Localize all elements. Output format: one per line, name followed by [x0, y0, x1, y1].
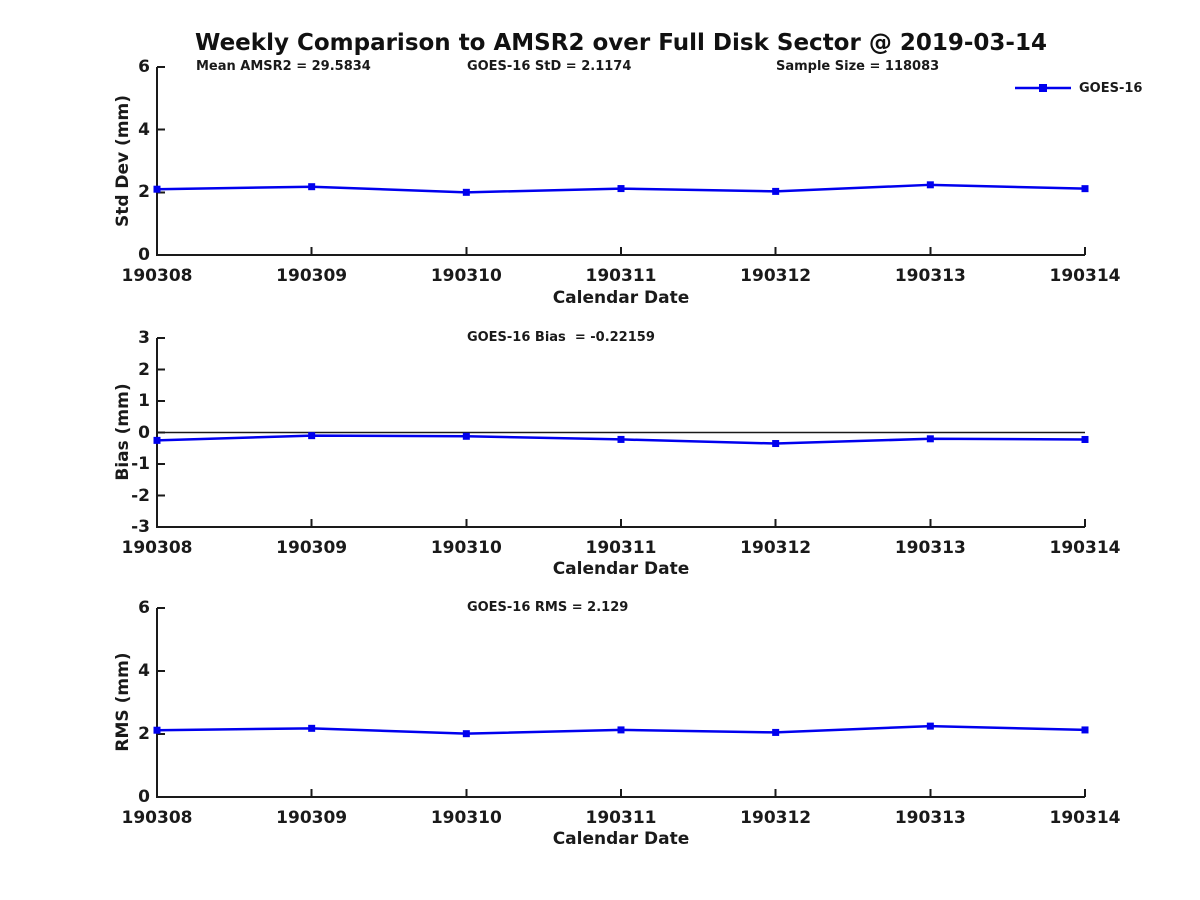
- data-point-marker: [926, 722, 934, 730]
- x-axis-tick-label: 190313: [894, 808, 966, 828]
- x-axis-tick-label: 190311: [585, 538, 657, 558]
- x-axis-tick-label: 190309: [276, 808, 348, 828]
- figure-title: Weekly Comparison to AMSR2 over Full Dis…: [195, 30, 1047, 56]
- y-axis-tick-label: -3: [131, 517, 150, 537]
- x-axis-label-plot2: Calendar Date: [552, 559, 690, 579]
- x-axis-tick-label: 190310: [430, 808, 502, 828]
- x-axis-tick-label: 190310: [430, 266, 502, 286]
- data-point-marker: [772, 728, 780, 736]
- x-axis-tick-label: 190312: [740, 538, 812, 558]
- data-point-marker: [772, 440, 780, 448]
- y-axis-tick-label: 0: [138, 422, 150, 443]
- data-point-marker: [308, 183, 316, 191]
- y-axis-tick-label: 0: [138, 787, 150, 807]
- data-point-marker: [617, 435, 625, 443]
- x-axis-tick-label: 190312: [740, 808, 812, 828]
- x-axis-tick-label: 190308: [121, 538, 193, 558]
- data-point-marker: [308, 724, 316, 732]
- y-axis-tick-label: 3: [138, 328, 150, 348]
- annotation-text: Sample Size = 118083: [775, 59, 940, 74]
- x-axis-tick-label: 190314: [1049, 266, 1121, 286]
- data-point-marker: [462, 432, 470, 440]
- x-axis-tick-label: 190310: [430, 538, 502, 558]
- x-axis-tick-label: 190313: [894, 266, 966, 286]
- x-axis-tick-label: 190311: [585, 808, 657, 828]
- x-axis-tick-label: 190309: [276, 538, 348, 558]
- data-point-marker: [617, 185, 625, 193]
- x-axis-label-plot3: Calendar Date: [552, 829, 690, 849]
- data-point-marker: [1081, 435, 1089, 443]
- data-point-marker: [617, 726, 625, 734]
- legend-label: GOES-16: [1079, 80, 1143, 96]
- y-axis-tick-label: 2: [138, 182, 150, 203]
- x-axis-tick-label: 190308: [121, 808, 193, 828]
- data-point-marker: [462, 188, 470, 196]
- annotation-text: GOES-16 RMS = 2.129: [466, 600, 629, 615]
- data-point-marker: [1081, 726, 1089, 734]
- data-point-marker: [772, 187, 780, 195]
- y-axis-tick-label: -2: [131, 485, 150, 506]
- x-axis-tick-label: 190314: [1049, 538, 1121, 558]
- y-axis-tick-label: 2: [138, 724, 150, 744]
- data-point-marker: [1081, 185, 1089, 193]
- data-point-marker: [153, 436, 161, 444]
- data-point-marker: [462, 730, 470, 738]
- y-axis-tick-label: 4: [138, 119, 150, 140]
- x-axis-tick-label: 190308: [121, 266, 193, 286]
- x-axis-tick-label: 190312: [740, 266, 812, 286]
- data-point-marker: [153, 185, 161, 193]
- data-point-marker: [308, 432, 316, 440]
- y-axis-tick-label: -1: [131, 454, 150, 474]
- y-axis-tick-label: 6: [138, 598, 150, 618]
- x-axis-label-plot1: Calendar Date: [552, 288, 690, 308]
- legend-line-marker-icon: [1015, 84, 1071, 92]
- y-axis-tick-label: 2: [138, 359, 150, 380]
- y-axis-tick-label: 6: [138, 57, 150, 77]
- annotation-text: Mean AMSR2 = 29.5834: [195, 59, 371, 74]
- data-point-marker: [926, 435, 934, 443]
- y-axis-tick-label: 0: [138, 245, 150, 265]
- x-axis-tick-label: 190314: [1049, 808, 1121, 828]
- y-axis-tick-label: 4: [138, 661, 150, 681]
- y-axis-tick-label: 1: [138, 391, 150, 411]
- annotation-text: GOES-16 Bias = -0.22159: [466, 330, 655, 345]
- legend: GOES-16: [1015, 80, 1142, 96]
- data-point-marker: [926, 181, 934, 189]
- x-axis-tick-label: 190311: [585, 266, 657, 286]
- x-axis-tick-label: 190309: [276, 266, 348, 286]
- data-point-marker: [153, 726, 161, 734]
- annotation-text: GOES-16 StD = 2.1174: [466, 59, 632, 74]
- x-axis-tick-label: 190313: [894, 538, 966, 558]
- y-axis-label-stddev: Std Dev (mm): [113, 94, 133, 228]
